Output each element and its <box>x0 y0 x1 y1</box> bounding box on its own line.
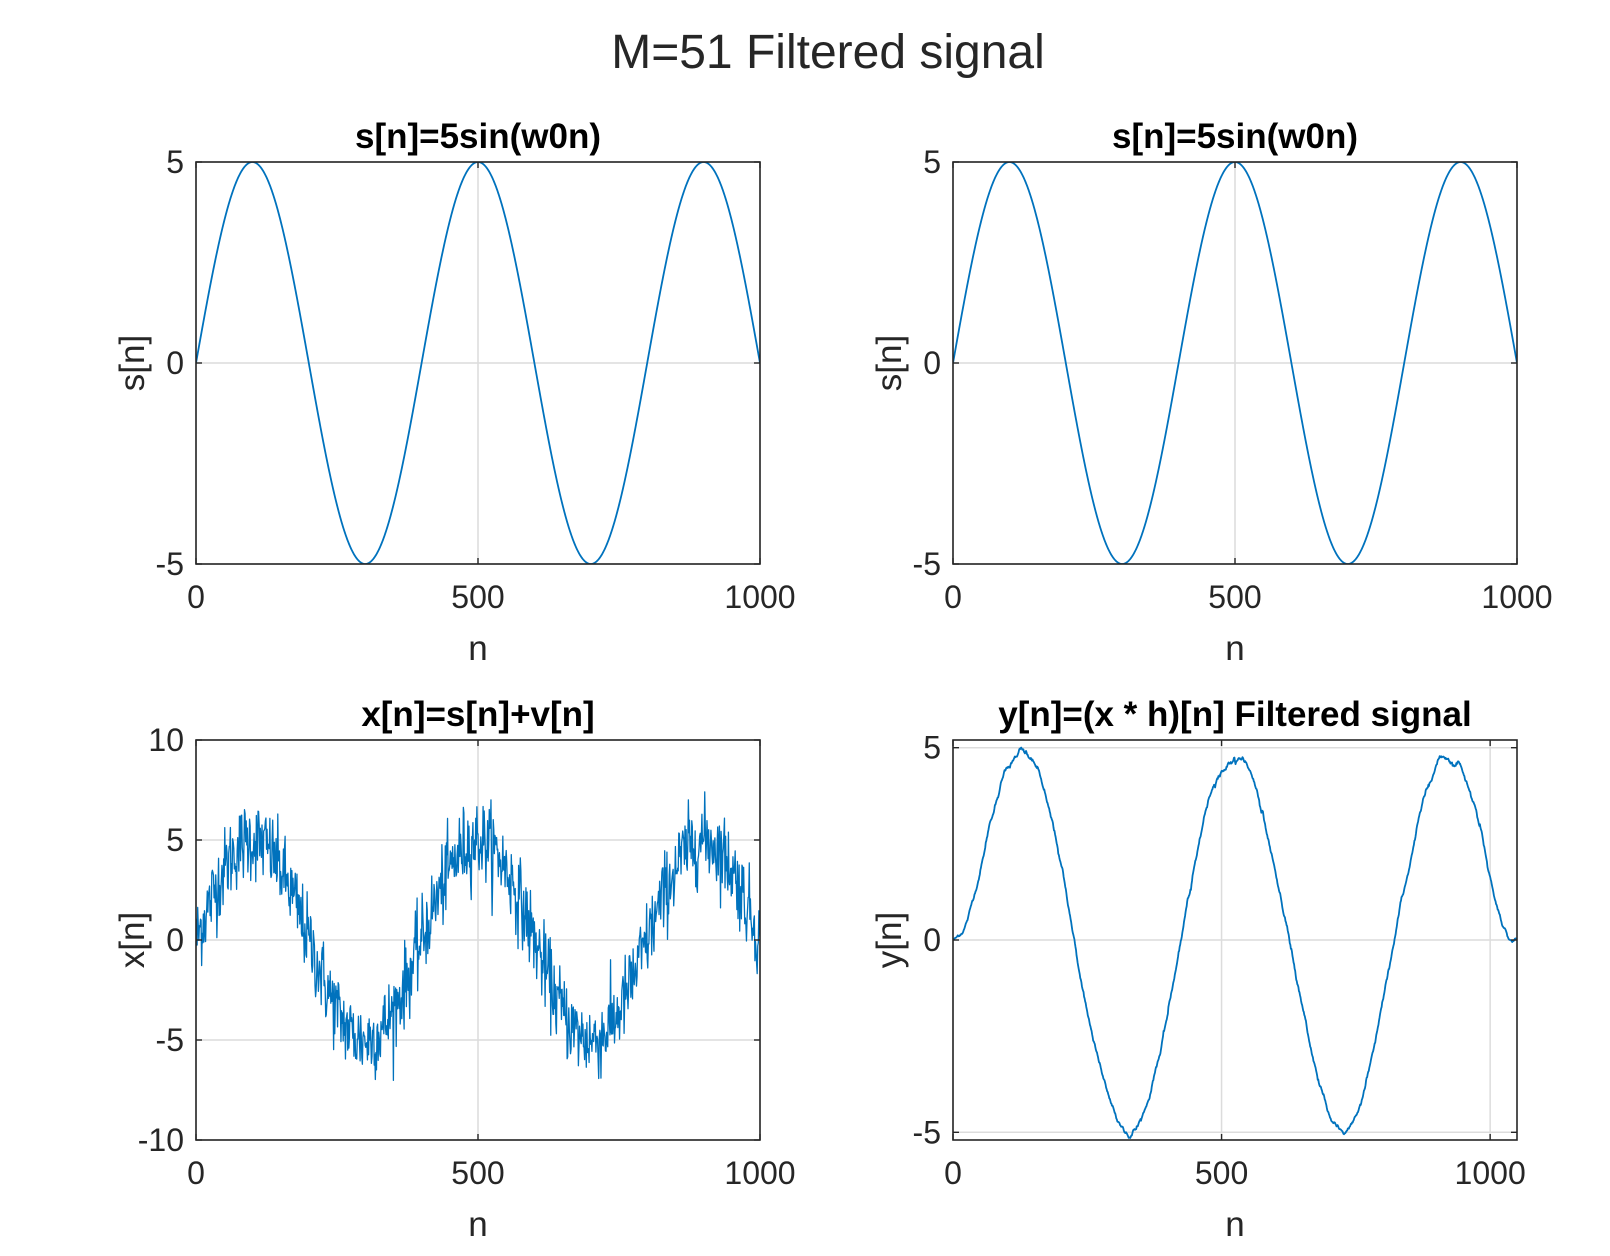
y-tick-label: -5 <box>156 546 184 582</box>
series-line <box>196 162 760 564</box>
x-tick-label: 0 <box>187 1155 205 1191</box>
y-axis-label: y[n] <box>870 912 909 968</box>
series-line <box>953 746 1517 1139</box>
x-tick-label: 1000 <box>724 1155 795 1191</box>
series-line <box>196 791 760 1081</box>
subplot-title: s[n]=5sin(w0n) <box>1112 117 1358 156</box>
subplot-bottom-right: y[n]=(x * h)[n] Filtered signal n y[n] 0… <box>870 695 1526 1244</box>
y-tick-label: -10 <box>138 1122 184 1158</box>
y-axis-label: s[n] <box>113 335 152 391</box>
figure-title: M=51 Filtered signal <box>611 26 1045 79</box>
y-axis-label: s[n] <box>870 335 909 391</box>
y-tick-label: 0 <box>166 922 184 958</box>
subplot-top-left: s[n]=5sin(w0n) n s[n] 0 500 1000-505 <box>113 117 796 668</box>
y-tick-label: -5 <box>913 546 941 582</box>
y-axis-label: x[n] <box>113 912 152 968</box>
x-tick-label: 500 <box>1195 1155 1248 1191</box>
x-tick-label: 1000 <box>1481 579 1552 615</box>
y-tick-label: 0 <box>923 345 941 381</box>
y-tick-label: 0 <box>923 922 941 958</box>
x-axis-label: n <box>1225 629 1244 668</box>
subplot-title: s[n]=5sin(w0n) <box>355 117 601 156</box>
x-tick-label: 0 <box>944 579 962 615</box>
x-axis-label: n <box>468 1205 487 1244</box>
subplot-top-right: s[n]=5sin(w0n) n s[n] 0 500 1000-505 <box>870 117 1553 668</box>
x-tick-label: 500 <box>451 579 504 615</box>
y-tick-label: 0 <box>166 345 184 381</box>
y-tick-label: 5 <box>923 144 941 180</box>
y-tick-label: 5 <box>166 822 184 858</box>
x-tick-label: 500 <box>1208 579 1261 615</box>
subplot-bottom-left: x[n]=s[n]+v[n] n x[n] 0 500 1000 -10 -5 0 5 10 <box>113 695 796 1244</box>
x-tick-label: 1000 <box>724 579 795 615</box>
subplot-title: y[n]=(x * h)[n] Filtered signal <box>998 695 1472 734</box>
x-tick-label: 500 <box>451 1155 504 1191</box>
series-line <box>953 162 1517 564</box>
y-tick-label: -5 <box>156 1022 184 1058</box>
x-axis-label: n <box>1225 1205 1244 1244</box>
y-tick-label: 5 <box>166 144 184 180</box>
y-tick-label: 10 <box>148 722 184 758</box>
subplot-title: x[n]=s[n]+v[n] <box>361 695 594 734</box>
x-tick-label: 1000 <box>1455 1155 1526 1191</box>
x-axis-label: n <box>468 629 487 668</box>
y-tick-label: -5 <box>913 1114 941 1150</box>
x-tick-label: 0 <box>187 579 205 615</box>
y-tick-label: 5 <box>923 730 941 766</box>
x-tick-label: 0 <box>944 1155 962 1191</box>
